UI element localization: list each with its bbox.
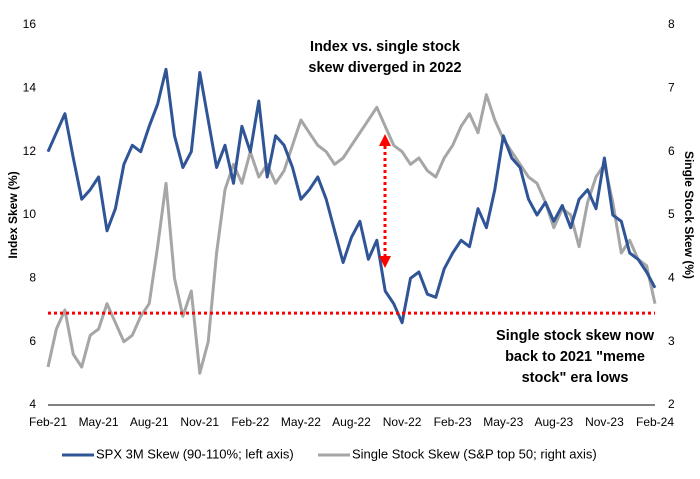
y2-tick-label: 5 — [668, 207, 675, 221]
legend-label: SPX 3M Skew (90-110%; left axis) — [96, 446, 294, 461]
y-tick-label: 12 — [23, 144, 37, 158]
y2-tick-label: 4 — [668, 271, 675, 285]
annotation: skew diverged in 2022 — [308, 60, 461, 76]
x-tick-label: Aug-22 — [332, 415, 371, 429]
x-tick-label: Feb-21 — [29, 415, 67, 429]
x-tick-label: May-23 — [483, 415, 523, 429]
series-line — [46, 93, 657, 375]
y-tick-label: 4 — [29, 397, 36, 411]
annotation: Index vs. single stock — [310, 39, 461, 55]
y2-tick-label: 6 — [668, 144, 675, 158]
y-tick-label: 10 — [23, 207, 37, 221]
y-tick-label: 8 — [29, 271, 36, 285]
x-tick-label: Aug-21 — [130, 415, 169, 429]
x-tick-label: Aug-23 — [534, 415, 573, 429]
x-tick-label: May-22 — [281, 415, 321, 429]
x-tick-label: Nov-21 — [180, 415, 219, 429]
x-tick-label: Feb-24 — [636, 415, 674, 429]
y2-tick-label: 7 — [668, 81, 675, 95]
x-tick-label: Feb-22 — [231, 415, 269, 429]
legend-label: Single Stock Skew (S&P top 50; right axi… — [352, 446, 597, 461]
y-tick-label: 6 — [29, 334, 36, 348]
y-axis-label: Index Skew (%) — [6, 171, 20, 258]
y-tick-label: 14 — [23, 81, 37, 95]
plot-area: 4 6 8 10 12 14 16 2 3 4 5 6 7 8 Feb-21 May-21 Aug-21 Nov-… — [23, 17, 675, 461]
x-tick-label: Nov-22 — [383, 415, 422, 429]
y2-tick-label: 8 — [668, 17, 675, 31]
y-tick-label: 16 — [23, 17, 37, 31]
x-tick-label: Nov-23 — [585, 415, 624, 429]
annotation: Single stock skew now — [496, 328, 655, 344]
y2-tick-label: 2 — [668, 397, 675, 411]
x-tick-label: May-21 — [79, 415, 119, 429]
x-tick-label: Feb-23 — [434, 415, 472, 429]
annotation: stock" era lows — [522, 370, 629, 386]
annotation: back to 2021 "meme — [505, 349, 645, 365]
y2-axis-label: Single Stock Skew (%) — [682, 151, 696, 279]
series-line — [46, 67, 657, 325]
y2-tick-label: 3 — [668, 334, 675, 348]
